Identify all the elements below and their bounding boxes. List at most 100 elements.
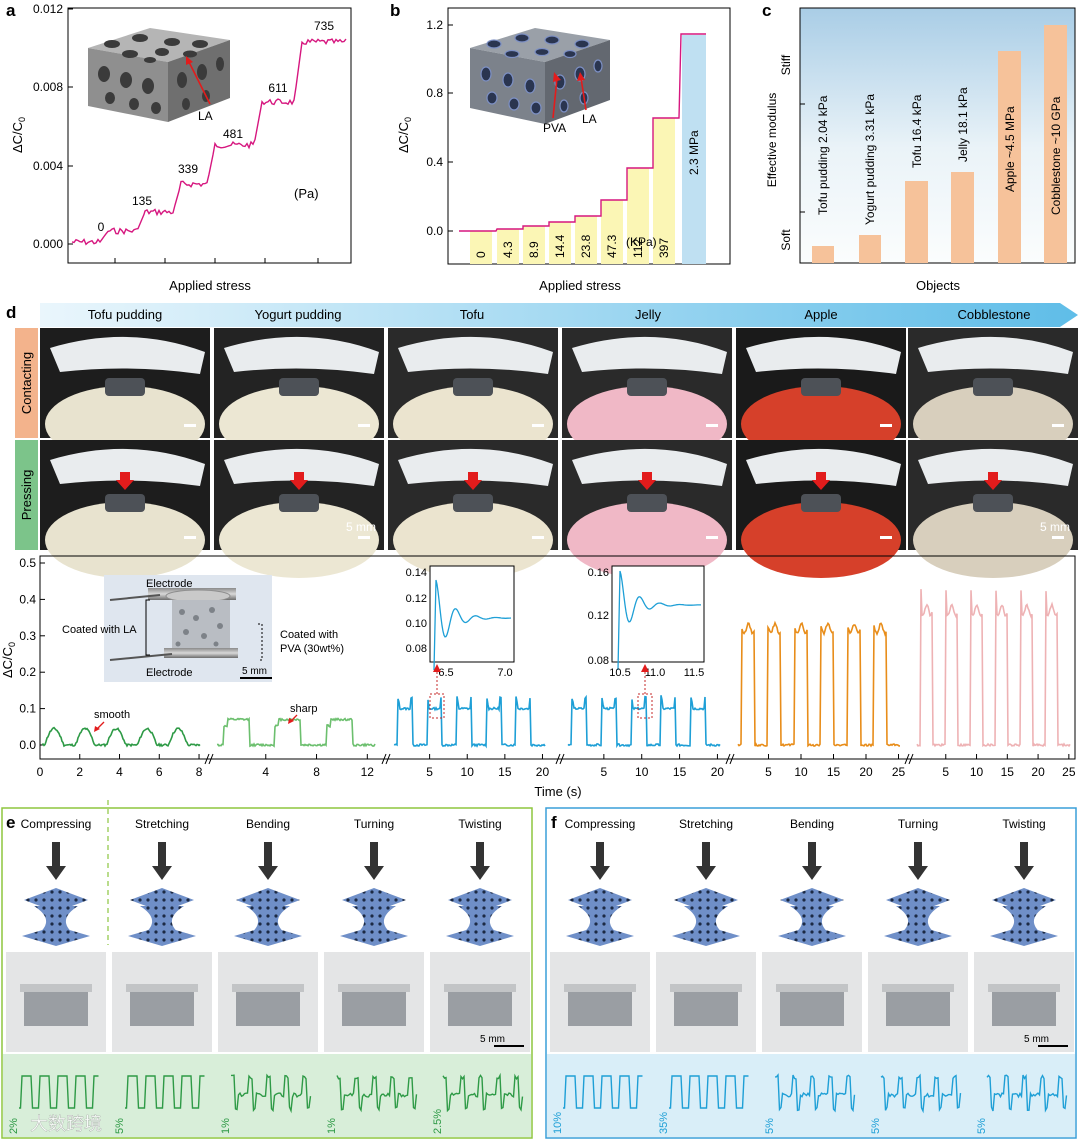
sample-photo-foam: [236, 990, 300, 1026]
press-arrow: [812, 480, 830, 490]
metamaterial-bottom-plate: [234, 926, 302, 946]
x-tick: 15: [827, 765, 841, 779]
robot-finger: [398, 336, 553, 374]
sensor-cylinder: [279, 494, 319, 512]
scale-bar: [1052, 536, 1064, 539]
x-tick: 15: [673, 765, 687, 779]
step-label: 23.8: [579, 234, 593, 258]
photo-object: [567, 502, 727, 578]
sensor-cylinder: [453, 494, 493, 512]
step-bar: [601, 200, 623, 264]
panel-f-signals: 10% 35% 5% 5% 5%: [552, 1073, 1068, 1134]
y-tick: 0.0: [426, 224, 443, 238]
modulus-bar-labels: Tofu pudding 2.04 kPa Yogurt pudding 3.3…: [816, 87, 1063, 225]
press-arrow: [116, 480, 134, 490]
axis-label-x: Applied stress: [169, 278, 251, 293]
metamaterial-bottom-plate: [128, 926, 196, 946]
inset-arrowhead: [553, 72, 561, 82]
panel-e: e Compressing Stretching Bending Turning Twi…: [1, 800, 533, 1139]
watermark: 大数跨境: [30, 1114, 102, 1134]
scale-bar: [358, 536, 370, 539]
sample-photo-foam: [886, 990, 950, 1026]
y-tick: 0.2: [19, 665, 36, 679]
signal-trace: [916, 589, 1071, 748]
signal-scale: 2.5%: [432, 1109, 444, 1134]
sensor-cylinder: [453, 378, 493, 396]
annotation-smooth: smooth: [94, 709, 130, 732]
panel-a-xticks: [114, 258, 319, 263]
step-label: 47.3: [605, 234, 619, 258]
x-tick: 25: [1062, 765, 1076, 779]
step-label: 0: [474, 251, 488, 258]
signal-band: [3, 1054, 531, 1137]
step-bar: [523, 226, 545, 264]
stiffness-arrow: [40, 303, 1078, 327]
panel-c-background: [800, 8, 1075, 263]
bar-label: Tofu 16.4 kPa: [910, 94, 924, 168]
y-tick: 0.1: [19, 702, 36, 716]
metamaterial-core: [458, 906, 502, 934]
sample-photo-plate: [564, 984, 636, 992]
metamaterial-bottom-plate: [672, 926, 740, 946]
object-name: Tofu pudding: [88, 307, 162, 322]
step-bar: [627, 168, 649, 264]
y-tick: 0.3: [19, 629, 36, 643]
scale-bar: [1052, 424, 1064, 427]
y-tick: 0.5: [19, 556, 36, 570]
load-arrow: [46, 842, 66, 880]
x-tick: 8: [196, 765, 203, 779]
robot-finger: [918, 336, 1073, 374]
scale-bar: [880, 424, 892, 427]
stress-step-trace: [459, 33, 706, 232]
load-arrow: [696, 842, 716, 880]
sample-photo-plate: [670, 984, 742, 992]
metamaterial-core: [896, 906, 940, 934]
panel-label-c: c: [762, 1, 771, 20]
x-tick: 12: [361, 765, 375, 779]
signal-scale: 1%: [220, 1118, 232, 1134]
sample-photo-foam: [24, 990, 88, 1026]
bar-yogurt-pudding: [859, 235, 881, 263]
x-tick: 15: [1001, 765, 1015, 779]
inset-trace: [433, 579, 512, 671]
panel-a-yticks: 0.000 0.004 0.008 0.012: [33, 2, 73, 251]
bar-label: Yogurt pudding 3.31 kPa: [863, 94, 877, 225]
panel-b-bars: [470, 118, 675, 264]
photo-object: [393, 502, 553, 578]
x-tick: 25: [892, 765, 906, 779]
stiff-label: Stiff: [779, 54, 793, 75]
mode-label: Stretching: [679, 817, 733, 831]
chart-xticks: 0 2 4 6 8 4 8 12 5 10 15 20 5 10 15 20 5 10 15 20 25 5 10 15 20 2…: [37, 753, 1076, 779]
object-name: Apple: [804, 307, 837, 322]
metamaterial-bottom-plate: [778, 926, 846, 946]
unit-label: (KPa): [626, 235, 657, 249]
scale-bar: [880, 536, 892, 539]
mode-signal: [442, 1072, 524, 1113]
signal-trace: [41, 726, 201, 748]
press-arrow-shaft: [120, 472, 130, 480]
panel-d-chart: 0.0 0.1 0.2 0.3 0.4 0.5 ΔC/C0 Time (s) 0 2 4 6 8 4…: [0, 555, 1076, 799]
sample-photo-plate: [988, 984, 1060, 992]
zoom-inset-tofu: 0.14 0.12 0.10 0.08 6.5 7.0: [406, 565, 515, 719]
row-tab-pressing: [15, 440, 38, 550]
inset-label: LA: [582, 112, 597, 126]
panel-e-frame: [1, 807, 533, 1139]
robot-finger: [398, 448, 553, 486]
press-arrow: [638, 480, 656, 490]
unit-label: (Pa): [294, 186, 319, 201]
mode-signal: [880, 1073, 962, 1114]
step-label: 135: [132, 194, 152, 208]
x-tick: 6.5: [438, 667, 453, 679]
panel-a: a 0.000 0.004 0.008 0.012 ΔC/C0 Applied …: [6, 1, 352, 293]
x-tick: 5: [942, 765, 949, 779]
inset-label: Electrode: [146, 667, 192, 679]
mode-label: Twisting: [1002, 817, 1045, 831]
y-tick: 1.2: [426, 18, 443, 32]
panel-b: b 0.0 0.4 0.8 1.2 ΔC/C0 Applied stress 0…: [390, 1, 731, 293]
sample-photo-plate: [20, 984, 92, 992]
metamaterial-core: [790, 906, 834, 934]
scale-bar: [532, 424, 544, 427]
inset-label: PVA: [543, 121, 566, 135]
step-label: 0: [98, 220, 105, 234]
sample-photo-foam: [448, 990, 512, 1026]
